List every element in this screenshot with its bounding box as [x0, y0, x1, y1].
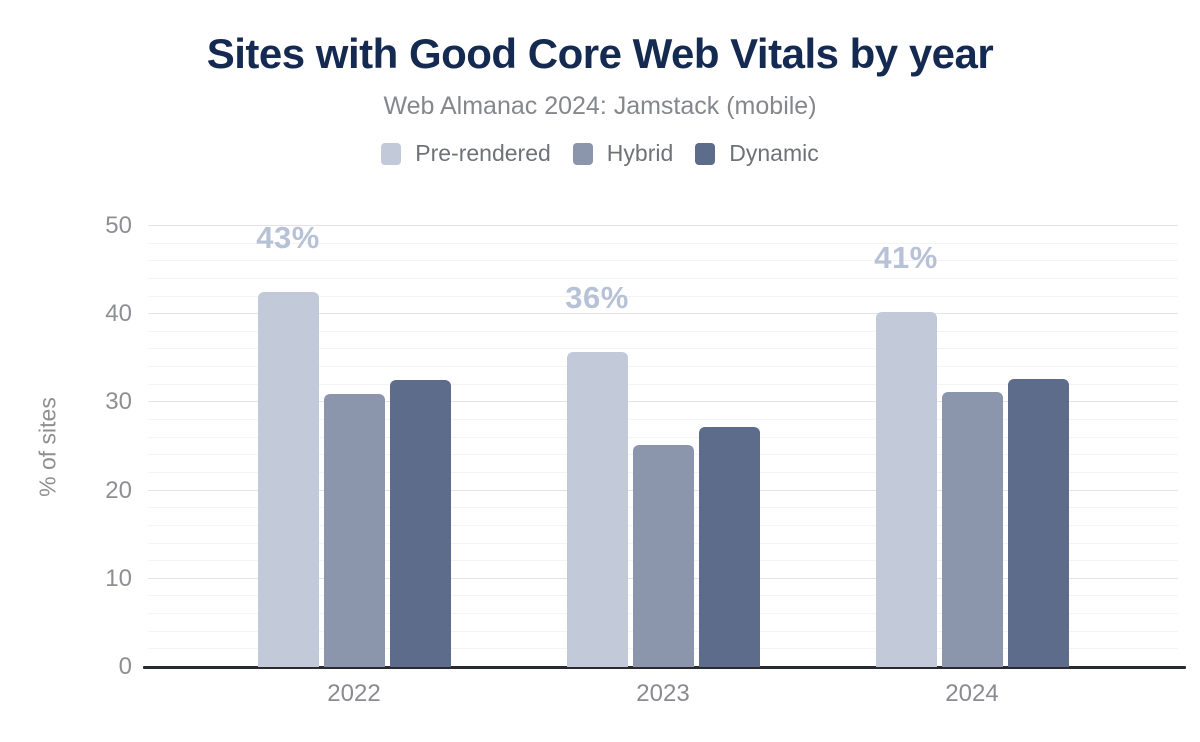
bar-hybrid-2023	[632, 444, 694, 667]
legend-item-pre-rendered: Pre-rendered	[381, 140, 551, 167]
gridline-36	[148, 348, 1178, 350]
plot-area: 0 10 20 30 40 50 2022 43% 2023 36% 2024 41%	[105, 213, 1186, 707]
legend: Pre-rendered Hybrid Dynamic	[0, 140, 1200, 167]
gridline-42	[148, 295, 1178, 297]
gridline-50	[148, 225, 1178, 226]
x-tick-label-2024: 2024	[945, 680, 999, 707]
gridline-40	[148, 313, 1178, 315]
gridline-48	[148, 242, 1178, 244]
bar-pre-rendered-2024	[875, 311, 937, 667]
y-tick-label-40: 40	[105, 300, 132, 328]
legend-label-dynamic: Dynamic	[729, 140, 819, 166]
gridline-38	[148, 330, 1178, 332]
gridline-34	[148, 366, 1178, 368]
bar-dynamic-2022	[389, 380, 451, 667]
x-tick-label-2023: 2023	[636, 680, 690, 707]
x-tick-label-2022: 2022	[327, 680, 381, 707]
x-axis-line	[143, 666, 1186, 669]
bar-pre-rendered-2023	[566, 352, 628, 667]
gridline-32	[148, 383, 1178, 385]
legend-label-pre-rendered: Pre-rendered	[415, 140, 551, 166]
value-label-2022: 43%	[256, 220, 320, 256]
chart-subtitle: Web Almanac 2024: Jamstack (mobile)	[383, 92, 817, 120]
legend-label-hybrid: Hybrid	[606, 140, 674, 166]
gridline-30	[148, 401, 1178, 403]
value-label-2024: 41%	[874, 239, 938, 275]
legend-swatch-dynamic	[695, 142, 716, 165]
bar-pre-rendered-2022	[257, 292, 319, 667]
legend-swatch-pre-rendered	[381, 142, 402, 165]
gridline-28	[148, 419, 1178, 421]
y-tick-label-10: 10	[105, 564, 132, 592]
bar-dynamic-2023	[698, 427, 760, 667]
y-tick-label-50: 50	[105, 212, 132, 239]
bar-hybrid-2024	[941, 391, 1003, 667]
bar-hybrid-2022	[323, 393, 385, 667]
bar-dynamic-2024	[1007, 378, 1069, 667]
legend-item-hybrid: Hybrid	[572, 140, 674, 167]
gridline-44	[148, 277, 1178, 279]
legend-swatch-hybrid	[572, 142, 593, 165]
chart-title: Sites with Good Core Web Vitals by year	[206, 30, 994, 77]
y-tick-label-20: 20	[105, 476, 132, 504]
y-tick-label-0: 0	[118, 653, 132, 680]
gridline-46	[148, 260, 1178, 262]
legend-item-dynamic: Dynamic	[695, 140, 819, 167]
value-label-2023: 36%	[565, 280, 629, 316]
gridline-26	[148, 436, 1178, 438]
y-tick-label-30: 30	[105, 388, 132, 416]
